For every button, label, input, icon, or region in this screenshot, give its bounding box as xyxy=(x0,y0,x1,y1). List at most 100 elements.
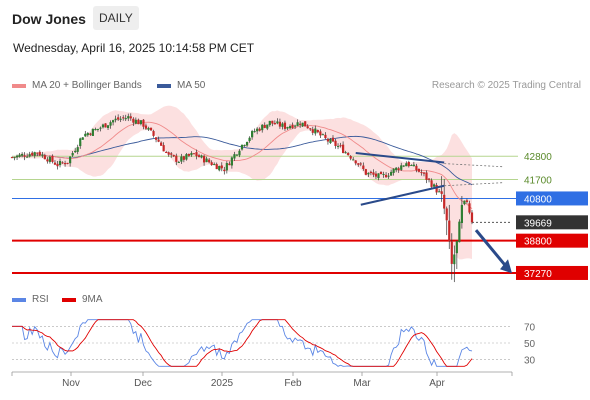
candle-body xyxy=(195,152,198,157)
legend-ma50: MA 50 xyxy=(157,80,205,91)
candle-body xyxy=(415,165,418,171)
candle-body xyxy=(109,122,112,126)
candle-body xyxy=(84,133,87,137)
candle-body xyxy=(390,171,393,176)
candle-body xyxy=(104,123,107,128)
ma20-swatch xyxy=(12,83,26,88)
candle-body xyxy=(76,147,79,152)
instrument-title: Dow Jones xyxy=(12,11,86,27)
candle-body xyxy=(46,159,49,162)
candle-body xyxy=(117,117,120,120)
candle-body xyxy=(334,140,337,147)
timeframe-badge[interactable]: DAILY xyxy=(93,6,139,30)
candle-body xyxy=(245,141,249,146)
trendline-upper xyxy=(355,152,445,164)
candle-body xyxy=(160,142,163,146)
candle-body xyxy=(10,157,14,159)
candle-body xyxy=(31,152,34,156)
candle-body xyxy=(281,123,284,127)
candle-body xyxy=(137,119,140,125)
candle-body xyxy=(468,203,471,213)
candle-body xyxy=(74,150,77,153)
trendline-lower-extension xyxy=(444,182,505,187)
candle-body xyxy=(228,163,231,166)
candle-body xyxy=(149,127,153,131)
chart-header: Dow Jones DAILY xyxy=(0,0,590,36)
candle-body xyxy=(119,118,122,120)
candle-body xyxy=(410,165,413,167)
candle-body xyxy=(182,156,185,160)
candle-body xyxy=(96,128,100,130)
candle-body xyxy=(329,139,332,143)
candle-body xyxy=(367,172,370,175)
candle-body xyxy=(271,120,274,124)
candle-body xyxy=(248,137,251,142)
candle-body xyxy=(223,169,226,172)
x-tick-Mar: Mar xyxy=(353,378,371,389)
candle-body xyxy=(91,128,94,136)
candle-body xyxy=(301,122,304,127)
candle-body xyxy=(352,159,355,161)
candle-body xyxy=(470,212,474,223)
candle-body xyxy=(349,156,352,159)
candle-body xyxy=(124,118,127,120)
candle-body xyxy=(314,128,317,134)
candle-body xyxy=(185,154,188,160)
candle-body xyxy=(288,126,292,129)
level-tag-38800 xyxy=(516,233,588,248)
candle-body xyxy=(341,144,345,153)
candle-body xyxy=(425,172,428,180)
candle-body xyxy=(230,157,233,166)
candle-body xyxy=(278,121,282,127)
ma9-swatch xyxy=(62,297,76,302)
research-credit: Research © 2025 Trading Central xyxy=(431,80,581,91)
candle-body xyxy=(395,167,398,171)
candle-body xyxy=(66,162,69,164)
candle-body xyxy=(111,120,115,123)
candle-body xyxy=(167,152,170,155)
candle-body xyxy=(445,208,448,221)
candle-body xyxy=(268,120,271,126)
candle-body xyxy=(147,127,150,130)
candle-body xyxy=(266,124,269,129)
candle-body xyxy=(374,173,378,177)
candle-body xyxy=(291,124,294,128)
candle-body xyxy=(170,153,173,155)
candle-body xyxy=(28,154,31,157)
rsi-ma-line xyxy=(12,319,473,367)
candle-body xyxy=(63,163,67,165)
candle-body xyxy=(326,138,330,142)
candle-body xyxy=(405,163,408,167)
candle-body xyxy=(94,128,97,131)
legend-rsi: RSI xyxy=(12,294,49,305)
candle-body xyxy=(253,131,256,133)
candle-body xyxy=(202,155,206,163)
candle-body xyxy=(364,169,367,175)
candle-body xyxy=(13,157,16,159)
candle-body xyxy=(56,163,59,167)
candle-body xyxy=(43,155,46,160)
candle-body xyxy=(256,128,259,132)
candle-body xyxy=(412,164,415,167)
candle-body xyxy=(36,152,39,154)
level-label-42800: 42800 xyxy=(524,152,552,163)
forecast-arrow-shaft xyxy=(474,229,508,268)
candle-body xyxy=(139,120,143,125)
candle-body xyxy=(387,175,390,177)
candle-body xyxy=(41,154,44,156)
candle-body xyxy=(286,127,289,129)
candle-body xyxy=(132,118,135,123)
candle-body xyxy=(319,131,322,136)
level-label-41700: 41700 xyxy=(524,175,552,186)
candle-body xyxy=(347,152,350,156)
candle-body xyxy=(101,124,105,128)
candle-body xyxy=(402,165,405,167)
candle-body xyxy=(152,131,155,136)
candle-body xyxy=(283,122,287,129)
level-tag-40800 xyxy=(516,191,588,206)
candle-body xyxy=(23,155,26,157)
x-tick-2025: 2025 xyxy=(211,378,234,389)
legend-ma20: MA 20 + Bollinger Bands xyxy=(12,80,142,91)
candle-body xyxy=(258,128,261,131)
candle-body xyxy=(114,118,117,121)
